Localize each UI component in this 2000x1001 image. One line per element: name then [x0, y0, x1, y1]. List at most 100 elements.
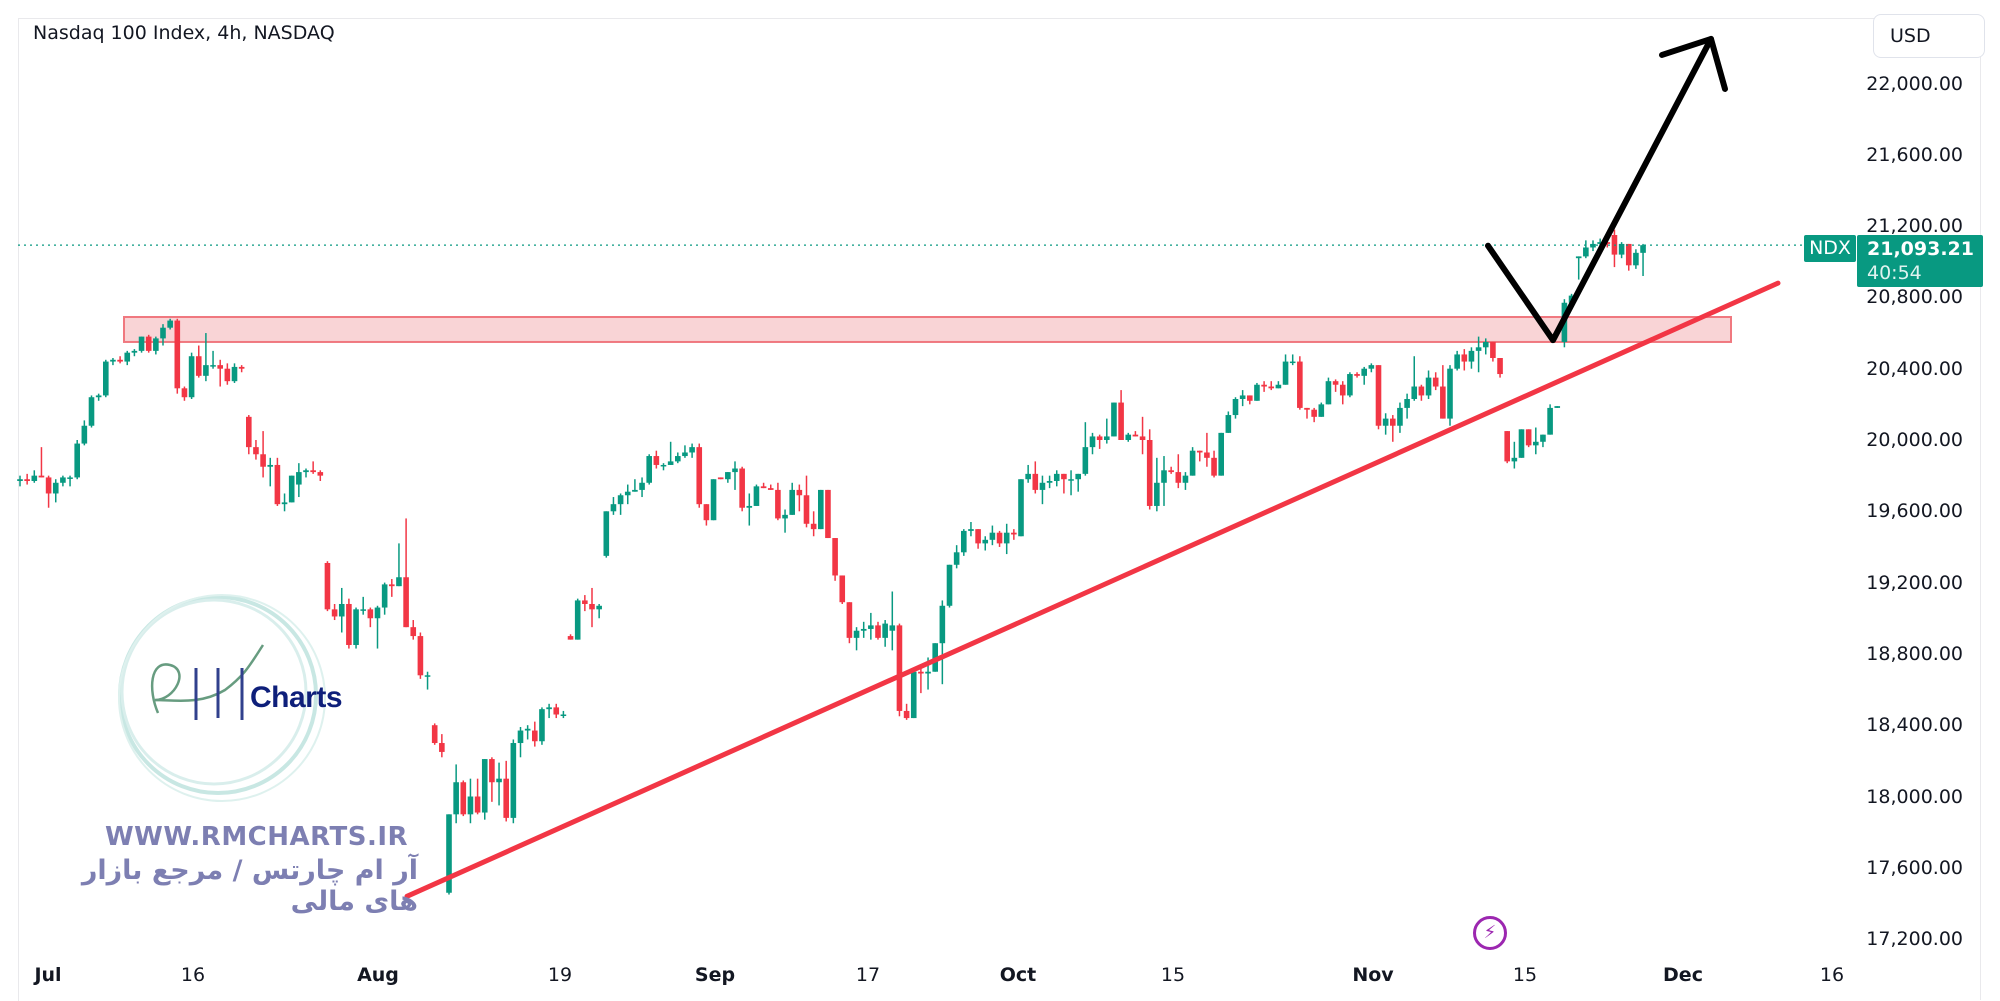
candle: [1554, 406, 1561, 408]
watermark-tagline: آر ام چارتس / مرجع بازار های مالی: [81, 855, 418, 917]
candle: [818, 489, 824, 530]
candle: [124, 350, 131, 366]
lightning-icon[interactable]: ⚡︎: [1473, 916, 1507, 950]
symbol-badge: NDX: [1804, 235, 1856, 262]
chart-pane[interactable]: [18, 18, 1981, 1001]
candle: [417, 632, 424, 679]
time-axis-label: Jul: [34, 964, 62, 986]
candle: [1482, 338, 1489, 355]
candle: [317, 470, 324, 481]
candle: [1146, 429, 1153, 510]
candle: [503, 760, 509, 822]
candle: [1547, 404, 1553, 435]
candle: [1139, 416, 1146, 455]
candle: [1118, 390, 1124, 440]
projection-arrow-path[interactable]: [1485, 35, 1714, 344]
candle: [946, 564, 953, 608]
candle: [1018, 479, 1024, 537]
candle: [567, 634, 574, 640]
candle: [532, 721, 538, 747]
price-axis-label: 19,200.00: [1866, 571, 1963, 594]
candle: [1640, 243, 1646, 277]
candle: [732, 461, 738, 490]
candle: [310, 461, 316, 474]
candle: [1490, 341, 1496, 362]
candle: [274, 457, 281, 506]
candle: [374, 605, 381, 649]
candle: [1282, 354, 1289, 385]
candle: [1625, 243, 1632, 271]
watermark-logo-text: Charts: [250, 681, 343, 714]
candle: [1032, 461, 1039, 494]
candle: [782, 509, 788, 533]
candle: [624, 484, 631, 505]
currency-selector-button[interactable]: USD: [1873, 14, 1985, 58]
candle: [1611, 229, 1618, 268]
candle: [682, 445, 688, 458]
candle: [439, 734, 445, 758]
candle: [489, 757, 495, 802]
candle: [1204, 432, 1210, 467]
candle: [975, 529, 981, 549]
price-axis-label: 20,000.00: [1866, 429, 1963, 451]
candle: [775, 482, 781, 521]
candle: [839, 575, 846, 604]
candle: [1533, 427, 1539, 455]
support-zone-rectangle[interactable]: [123, 316, 1732, 343]
candle: [38, 447, 45, 478]
candle: [1361, 366, 1367, 385]
candle: [303, 468, 309, 478]
candle: [174, 318, 181, 394]
candle: [1254, 382, 1260, 401]
candle: [703, 504, 710, 526]
candle: [1132, 431, 1139, 437]
candle: [1525, 429, 1532, 448]
candle: [1382, 413, 1389, 435]
candle: [996, 530, 1003, 547]
candle: [1540, 434, 1546, 448]
candle: [746, 493, 753, 526]
candle: [767, 484, 774, 490]
candle: [1182, 472, 1189, 490]
candle: [117, 356, 123, 364]
candle: [324, 561, 331, 612]
candle: [203, 333, 209, 382]
candle: [1289, 354, 1296, 366]
candle: [88, 395, 95, 428]
candle: [510, 739, 517, 824]
candle: [910, 668, 917, 719]
candle: [639, 477, 645, 498]
time-axis-label: 16: [1819, 964, 1845, 986]
chart-title: Nasdaq 100 Index, 4h, NASDAQ: [33, 22, 335, 44]
candle: [1011, 529, 1017, 540]
candle: [860, 621, 867, 638]
candle: [1504, 431, 1510, 464]
ascending-trendline[interactable]: [404, 280, 1781, 899]
candle: [1089, 432, 1096, 455]
candle: [360, 596, 366, 615]
candle: [1354, 372, 1360, 378]
candle: [331, 603, 338, 621]
candle: [181, 386, 188, 401]
candle: [296, 463, 302, 498]
candle: [288, 475, 295, 503]
candle: [603, 511, 610, 558]
candle: [1232, 397, 1239, 419]
candle: [281, 493, 288, 512]
arrowhead-icon: [1659, 35, 1728, 92]
candle: [989, 525, 996, 546]
candle: [1468, 347, 1475, 369]
candle: [188, 352, 195, 400]
candle: [1061, 473, 1067, 494]
candle: [31, 470, 38, 483]
price-axis-label: 18,800.00: [1866, 642, 1963, 665]
price-axis-label: 22,000.00: [1866, 72, 1963, 95]
price-axis-label: 20,400.00: [1866, 357, 1963, 380]
candle: [574, 598, 581, 640]
candle: [1511, 441, 1518, 469]
candle: [1418, 384, 1425, 401]
last-price-value: 21,093.21: [1867, 238, 1974, 260]
candle: [1404, 393, 1410, 419]
candle: [810, 511, 817, 537]
